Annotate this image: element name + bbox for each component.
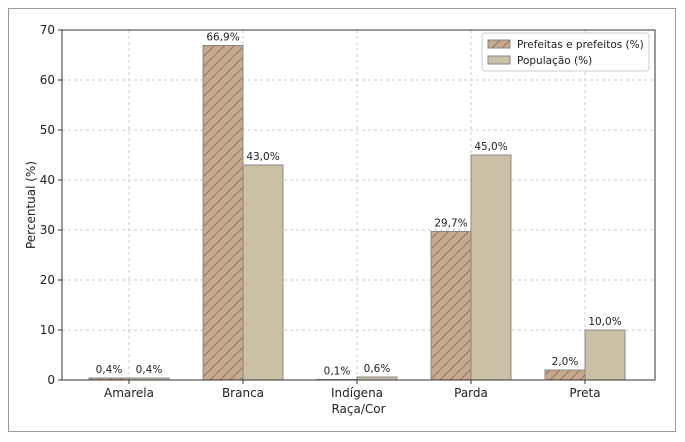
bar-prefeitos	[544, 369, 586, 381]
data-label: 10,0%	[588, 316, 621, 328]
y-tick-label: 0	[47, 373, 55, 387]
x-tick-label: Indígena	[331, 386, 383, 400]
data-label: 0,4%	[136, 364, 163, 376]
y-tick-label: 10	[40, 323, 55, 337]
x-tick-label: Preta	[569, 386, 600, 400]
data-label: 2,0%	[552, 356, 579, 368]
data-label: 0,6%	[364, 363, 391, 375]
data-label: 0,1%	[324, 366, 351, 378]
data-label: 66,9%	[206, 32, 239, 44]
x-tick-label: Amarela	[104, 386, 154, 400]
data-label: 43,0%	[246, 151, 279, 163]
x-tick-label: Parda	[454, 386, 488, 400]
bar-populacao	[470, 154, 512, 381]
y-tick-label: 20	[40, 273, 55, 287]
bar-prefeitos	[202, 45, 244, 381]
data-label: 29,7%	[434, 218, 467, 230]
bar-populacao	[584, 329, 626, 381]
data-label: 0,4%	[96, 364, 123, 376]
plot-area-border	[61, 29, 656, 381]
legend-swatch	[487, 55, 511, 65]
y-tick-label: 30	[40, 223, 55, 237]
x-axis-label: Raça/Cor	[331, 402, 385, 416]
y-tick-label: 60	[40, 73, 55, 87]
data-label: 45,0%	[474, 141, 507, 153]
y-tick-label: 70	[40, 23, 55, 37]
y-axis-label: Percentual (%)	[24, 161, 38, 249]
x-tick-label: Branca	[222, 386, 264, 400]
legend-label: Prefeitas e prefeitos (%)	[517, 39, 644, 51]
figure-border	[8, 8, 676, 432]
legend-box	[481, 32, 650, 72]
y-tick-label: 40	[40, 173, 55, 187]
bar-populacao	[242, 164, 284, 381]
y-tick-label: 50	[40, 123, 55, 137]
legend-label: População (%)	[517, 55, 592, 67]
legend-swatch	[487, 39, 511, 49]
bar-prefeitos	[430, 231, 472, 381]
